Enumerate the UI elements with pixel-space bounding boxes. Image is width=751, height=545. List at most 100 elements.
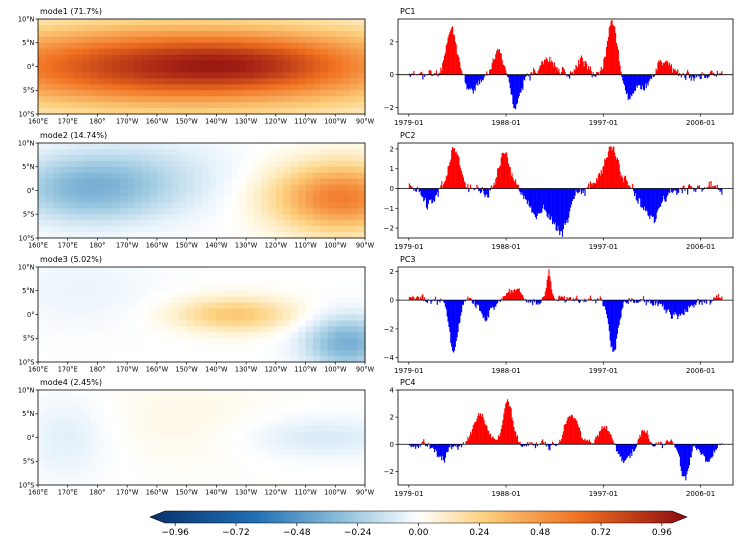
map-cell	[298, 431, 307, 439]
map-cell	[335, 320, 344, 327]
map-cell	[45, 96, 54, 103]
map-cell	[327, 356, 336, 363]
pc-bar	[577, 67, 579, 75]
map-cell	[90, 214, 99, 221]
pc-bar	[418, 188, 420, 193]
map-cell	[298, 36, 307, 44]
map-cell	[60, 208, 69, 215]
x-tick-label: 140°W	[205, 489, 228, 497]
map-cell	[75, 308, 84, 316]
map-cell	[149, 54, 158, 62]
pc-bar	[565, 188, 567, 223]
map-cell	[134, 54, 143, 62]
pc-bar	[437, 444, 439, 457]
x-tick-label: 120°W	[265, 242, 288, 250]
map-cell	[194, 196, 203, 203]
y-tick-label: 10°S	[19, 234, 35, 242]
map-cell	[38, 166, 47, 174]
map-cell	[52, 320, 61, 327]
pc-bar	[606, 300, 609, 319]
map-cell	[149, 425, 158, 433]
pc-bar	[411, 73, 413, 75]
map-cell	[223, 19, 232, 26]
map-cell	[142, 232, 151, 239]
map-cell	[142, 407, 151, 415]
pc-bar	[465, 186, 467, 189]
map-cell	[238, 220, 247, 227]
map-cell	[186, 344, 195, 351]
map-cell	[75, 48, 84, 56]
map-cell	[275, 108, 284, 115]
pc-bar	[427, 299, 429, 301]
pc-bar	[443, 184, 445, 189]
map-cell	[112, 19, 121, 26]
map-cell	[283, 220, 292, 227]
map-cell	[201, 30, 210, 38]
pc-bar	[579, 300, 582, 302]
map-cell	[171, 425, 180, 433]
map-cell	[223, 72, 232, 79]
map-cell	[223, 148, 232, 156]
map-cell	[238, 143, 247, 150]
map-cell	[52, 143, 61, 150]
map-cell	[60, 413, 69, 421]
map-cell	[112, 108, 121, 115]
map-cell	[156, 66, 165, 74]
pc-bar	[523, 444, 525, 446]
pc-bar	[591, 443, 593, 445]
map-cell	[164, 479, 173, 486]
map-cell	[82, 272, 91, 280]
map-cell	[238, 479, 247, 486]
pc-bar	[411, 297, 413, 301]
map-cell	[327, 232, 336, 239]
map-cell	[164, 431, 173, 439]
pc-bar	[438, 444, 440, 458]
map-cell	[231, 290, 240, 298]
map-cell	[171, 84, 180, 91]
pc-bar	[605, 300, 607, 311]
map-cell	[194, 84, 203, 91]
pc-bar	[432, 444, 434, 448]
map-cell	[45, 407, 54, 415]
pc-bar	[521, 188, 523, 193]
map-cell	[260, 96, 269, 103]
pc-bar	[687, 300, 690, 306]
map-cell	[149, 24, 158, 32]
y-tick-label: 10°N	[18, 15, 35, 23]
map-cell	[164, 78, 173, 85]
map-cell	[156, 338, 165, 345]
map-cell	[97, 208, 106, 215]
map-cell	[231, 154, 240, 162]
map-cell	[312, 36, 322, 44]
map-cell	[216, 220, 225, 227]
map-cell	[127, 272, 136, 280]
pc-bar	[642, 188, 645, 210]
map-cell	[119, 338, 128, 345]
pc-bar	[487, 430, 489, 445]
map-cell	[104, 338, 113, 345]
pc-bar	[643, 300, 645, 303]
pc-bar	[488, 188, 491, 190]
map-cell	[283, 356, 292, 363]
pc-bar	[533, 188, 535, 214]
map-cell	[238, 208, 247, 215]
map-cell	[90, 479, 99, 486]
map-cell	[223, 284, 232, 292]
map-cell	[156, 467, 165, 474]
map-cell	[104, 148, 113, 156]
x-tick-label: 130°W	[235, 242, 258, 250]
map-cell	[156, 425, 165, 433]
pc-bar	[496, 439, 498, 445]
map-cell	[350, 479, 359, 486]
map-cell	[283, 395, 292, 403]
map-cell	[283, 407, 292, 415]
map-cell	[60, 36, 69, 44]
map-cell	[112, 60, 121, 68]
map-cell	[305, 308, 314, 316]
map-cell	[38, 390, 47, 397]
map-cell	[253, 108, 262, 115]
map-cell	[216, 302, 225, 310]
map-cell	[305, 278, 314, 286]
map-cell	[320, 407, 329, 415]
